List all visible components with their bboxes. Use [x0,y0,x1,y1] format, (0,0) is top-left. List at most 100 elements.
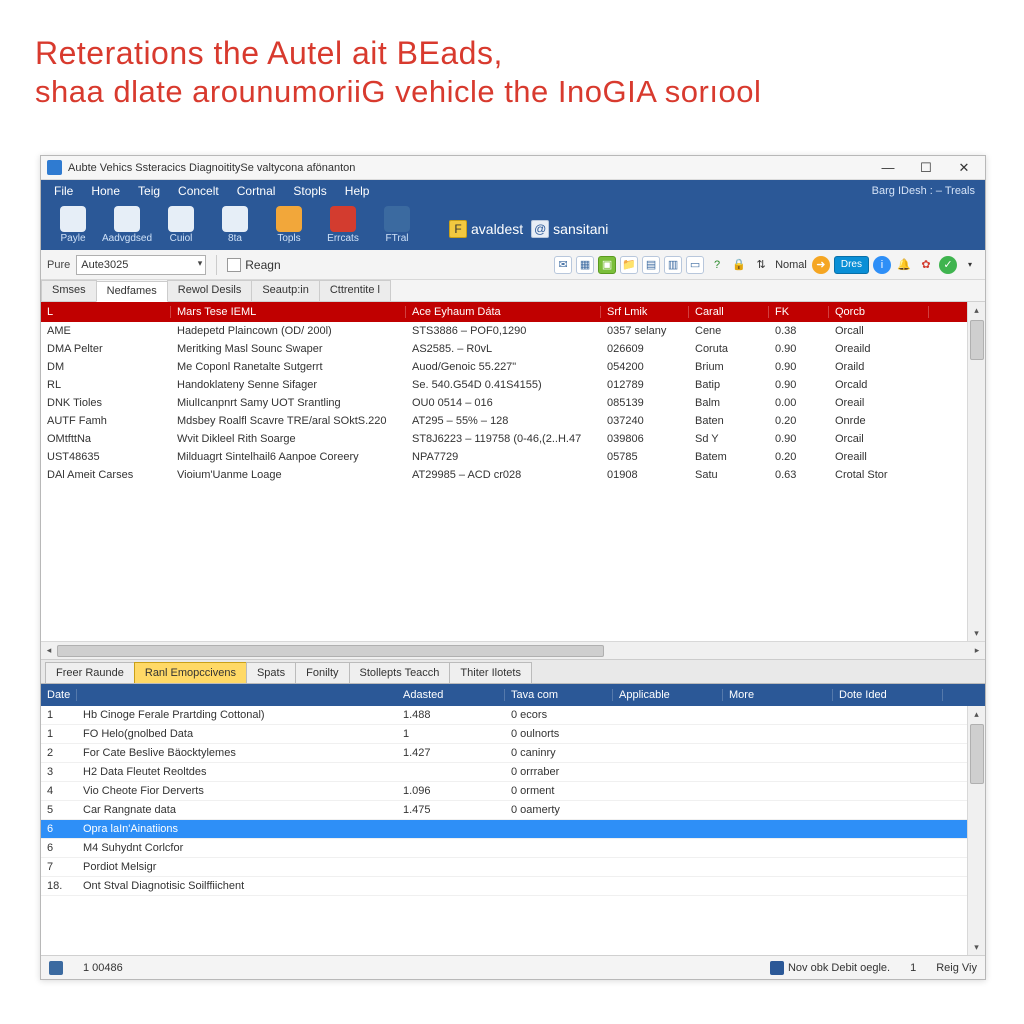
toolbtn-errcats[interactable]: Errcats [317,204,369,246]
bcol-6[interactable]: Dote Ided [833,689,943,701]
badge-avaldest[interactable]: Favaldest [449,220,523,238]
mcol-1[interactable]: Mars Tese IEML [171,306,406,318]
toolbtn-cuiol[interactable]: Cuiol [155,204,207,246]
list-item[interactable]: 4Vio Cheote Fior Derverts1.0960 orment [41,782,985,801]
list-item[interactable]: 5Car Rangnate data1.4750 oamerty [41,801,985,820]
menu-hone[interactable]: Hone [82,182,129,200]
main-hscroll[interactable]: ◂ ▸ [41,641,985,659]
scroll-up-icon[interactable]: ▴ [969,302,985,318]
sicon-13[interactable]: 🔔 [895,256,913,274]
sicon-2[interactable]: ▦ [576,256,594,274]
table-row[interactable]: UST48635Milduagrt Sintelhail6 Aanpoe Cor… [41,448,985,466]
table-row[interactable]: RLHandoklateny Senne SifagerSe. 540.G54D… [41,376,985,394]
toolbtn-ftral[interactable]: FTral [371,204,423,246]
mcol-5[interactable]: FK [769,306,829,318]
sicon-4[interactable]: 📁 [620,256,638,274]
subtab-3[interactable]: Seautp:in [251,280,319,301]
table-row[interactable]: AMEHadepetd Plaincown (OD/ 200l)STS3886 … [41,322,985,340]
list-item[interactable]: 7Pordiot Melsigr [41,858,985,877]
menu-stopls[interactable]: Stopls [284,182,335,200]
toolbtn-aadvgdsed[interactable]: Aadvgdsed [101,204,153,246]
lowtab-2[interactable]: Spats [246,662,296,683]
sicon-14[interactable]: ✿ [917,256,935,274]
menu-help[interactable]: Help [336,182,379,200]
titlebar: Aubte Vehics Ssteracics DiagnoititySe va… [41,156,985,180]
bscroll-down-icon[interactable]: ▾ [969,939,985,955]
scroll-down-icon[interactable]: ▾ [969,625,985,641]
dres-pill[interactable]: Dres [834,256,869,274]
list-item[interactable]: 2For Cate Beslive Bäocktylemes1.4270 can… [41,744,985,763]
list-item[interactable]: 3H2 Data Fleutet Reoltdes0 orrraber [41,763,985,782]
sicon-drop[interactable]: ▾ [961,256,979,274]
bcol-3[interactable]: Tava com [505,689,613,701]
table-row[interactable]: AUTF FamhMdsbey Roalfl Scavre TRE/aral S… [41,412,985,430]
reagn-button[interactable]: Reagn [227,258,280,272]
badge-sansitani[interactable]: @sansitani [531,220,608,238]
menu-cortnal[interactable]: Cortnal [228,182,285,200]
bcol-0[interactable]: Date [41,689,77,701]
bcol-2[interactable]: Adasted [397,689,505,701]
sicon-5[interactable]: ▤ [642,256,660,274]
list-item[interactable]: 1Hb Cinoge Ferale Prartding Cottonal)1.4… [41,706,985,725]
mcol-2[interactable]: Ace Eyhaum Dáta [406,306,601,318]
main-vscroll[interactable]: ▴ ▾ [967,302,985,641]
list-item[interactable]: 18.Ont Stval Diagnotisic Soilffiichent [41,877,985,896]
mcol-3[interactable]: Srf Lmik [601,306,689,318]
lowtab-3[interactable]: Fonilty [295,662,349,683]
subtab-2[interactable]: Rewol Desils [167,280,253,301]
menu-concelt[interactable]: Concelt [169,182,228,200]
toolbar: PayleAadvgdsedCuiol8taToplsErrcatsFTral F… [41,202,985,246]
menu-teig[interactable]: Teig [129,182,169,200]
table-cell: UST48635 [41,451,171,463]
mcol-4[interactable]: Carall [689,306,769,318]
scroll-thumb[interactable] [970,320,984,360]
table-cell: 0.20 [769,415,829,427]
sicon-6[interactable]: ▥ [664,256,682,274]
bscroll-thumb[interactable] [970,724,984,784]
bcell: 0 ecors [505,709,613,721]
lowtab-0[interactable]: Freer Raunde [45,662,135,683]
list-item[interactable]: 1FO Helo(gnolbed Data10 oulnorts [41,725,985,744]
bcol-4[interactable]: Applicable [613,689,723,701]
bottom-vscroll[interactable]: ▴ ▾ [967,706,985,955]
table-row[interactable]: DMA PelterMeritking Masl Sounc SwaperAS2… [41,340,985,358]
table-row[interactable]: DAl Ameit CarsesVioium'Uanme LoageAT2998… [41,466,985,484]
scroll-right-icon[interactable]: ▸ [969,643,985,659]
mcol-0[interactable]: L [41,306,171,318]
table-row[interactable]: DNK TiolesMiulIcanpnrt Samy UOT Srantlin… [41,394,985,412]
toolbtn-topls[interactable]: Topls [263,204,315,246]
sicon-1[interactable]: ✉ [554,256,572,274]
sicon-9[interactable]: 🔒 [730,256,748,274]
table-row[interactable]: DMMe Coponl Ranetalte SutgerrtAuod/Genoi… [41,358,985,376]
toolbtn-payle[interactable]: Payle [47,204,99,246]
table-row[interactable]: OMtfttNaWvit Dikleel Rith SoargeST8J6223… [41,430,985,448]
menubar: FileHoneTeigConceltCortnalStoplsHelpBarg… [41,180,985,202]
filter-combo[interactable]: Aute3025 [76,255,206,275]
list-item[interactable]: 6Opra laIn'Ainatiions [41,820,985,839]
sicon-11[interactable]: ➜ [812,256,830,274]
sicon-12[interactable]: i [873,256,891,274]
sicon-15[interactable]: ✓ [939,256,957,274]
list-item[interactable]: 6M4 Suhydnt Corlcfor [41,839,985,858]
sicon-8[interactable]: ? [708,256,726,274]
minimize-button[interactable]: — [869,157,907,179]
sicon-10[interactable]: ⇅ [752,256,770,274]
subtab-1[interactable]: Nedfames [96,281,168,302]
sicon-7[interactable]: ▭ [686,256,704,274]
subtab-4[interactable]: Cttrentite l [319,280,391,301]
subtab-0[interactable]: Smses [41,280,97,301]
mcol-6[interactable]: Qorcb [829,306,929,318]
maximize-button[interactable]: ☐ [907,157,945,179]
lowtab-1[interactable]: Ranl Emopccivens [134,662,247,683]
toolbtn-8ta[interactable]: 8ta [209,204,261,246]
sicon-3[interactable]: ▣ [598,256,616,274]
lowtab-4[interactable]: Stollepts Teacch [349,662,451,683]
hscroll-thumb[interactable] [57,645,604,657]
bscroll-up-icon[interactable]: ▴ [969,706,985,722]
bcol-5[interactable]: More [723,689,833,701]
menu-file[interactable]: File [45,182,82,200]
lowtab-5[interactable]: Thiter Ilotets [449,662,532,683]
scroll-left-icon[interactable]: ◂ [41,643,57,659]
close-button[interactable]: ✕ [945,157,983,179]
bcell: 1 [397,728,505,740]
